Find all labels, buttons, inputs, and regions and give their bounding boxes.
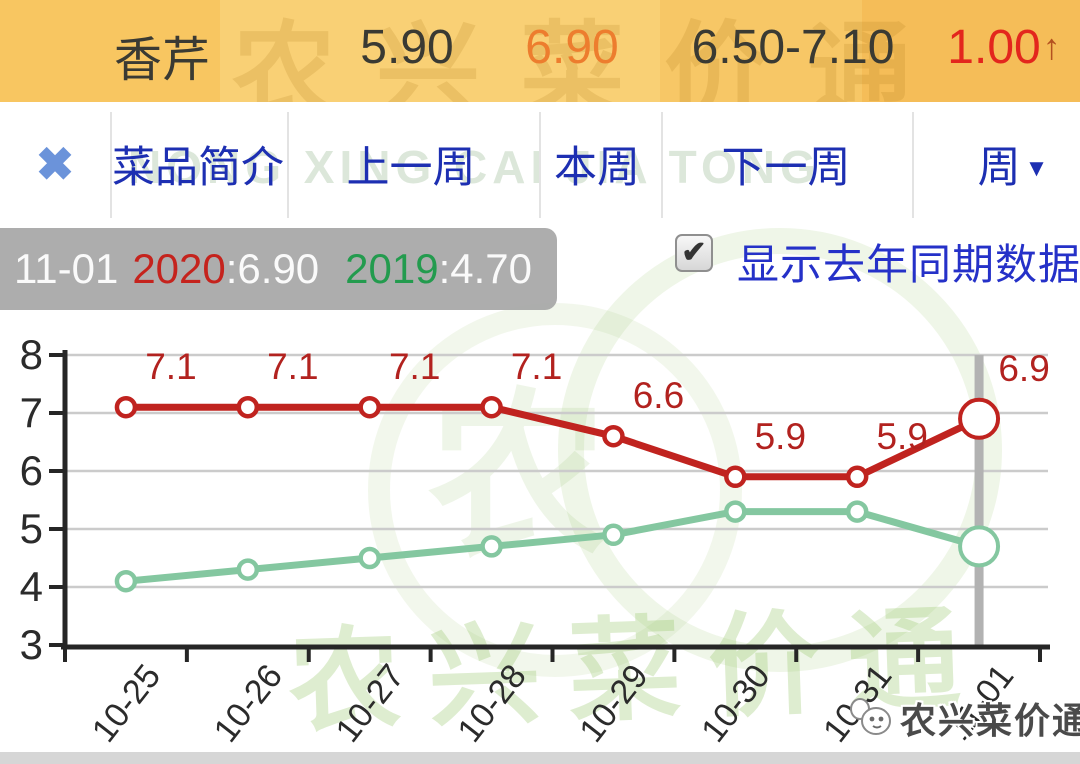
price-trend-chart[interactable]: 8 7 6 5 4 3 7.1 7.1 7.1 7.1 6.6 5.9 5.9 6.9 10-25 10-26…	[0, 318, 1080, 752]
tooltip-date: 11-01	[14, 245, 119, 292]
data-point-2019-11-01[interactable]	[958, 525, 1001, 568]
price-current: 6.90	[525, 21, 619, 74]
y-tick-label: 5	[20, 505, 43, 552]
data-point-2019-10-31[interactable]	[845, 500, 869, 523]
price-header-row[interactable]: 农兴菜价通 香芹 5.90 6.90 6.50-7.10 1.00↑	[0, 0, 1080, 102]
x-tick-label: 10-27	[329, 658, 412, 750]
data-point-2020-10-28[interactable]	[480, 395, 503, 419]
data-tooltip: 11-01 2020 : 6.90 2019 : 4.70	[0, 228, 557, 310]
bottom-divider	[0, 752, 1080, 764]
x-tick-label: 10-29	[572, 658, 655, 750]
period-dropdown-label: 周	[977, 143, 1021, 192]
data-label-2020: 5.9	[876, 416, 927, 457]
data-point-2020-10-27[interactable]	[358, 395, 381, 419]
tooltip-colon: :	[225, 245, 238, 292]
nav-separator	[661, 112, 663, 218]
tooltip-colon: :	[438, 245, 451, 292]
topbar-stripe	[862, 0, 1080, 102]
data-point-2019-10-25[interactable]	[114, 569, 138, 593]
price-change-value: 1.00	[947, 21, 1041, 74]
tooltip-value-2020: 6.90	[237, 245, 320, 292]
data-label-2020: 6.6	[633, 375, 684, 416]
series-line-2020	[122, 403, 983, 481]
data-point-2019-10-26[interactable]	[236, 558, 260, 581]
close-icon[interactable]: ✖	[35, 137, 75, 190]
tooltip-year-2020: 2020	[132, 245, 226, 292]
series-line-2019	[122, 508, 983, 585]
chart-canvas[interactable]: 8 7 6 5 4 3 7.1 7.1 7.1 7.1 6.6 5.9 5.9 6.9 10-25 10-26…	[0, 318, 1080, 752]
nav-separator	[110, 112, 112, 218]
nav-item-this-week[interactable]: 本周	[554, 143, 640, 192]
data-label-2020: 7.1	[145, 346, 196, 387]
data-point-2020-10-31[interactable]	[845, 465, 869, 489]
checkmark-icon: ✔	[681, 236, 707, 269]
y-tick-label: 8	[20, 331, 43, 378]
x-tick-label: 10-26	[207, 658, 290, 750]
y-tick-label: 3	[20, 621, 43, 668]
nav-row: ✖ 菜品简介 上一周 本周 下一周 周 ▼	[0, 102, 1080, 225]
data-point-2020-10-30[interactable]	[724, 465, 747, 489]
price-range: 6.50-7.10	[691, 21, 895, 74]
nav-separator	[287, 112, 289, 218]
data-label-2020: 5.9	[755, 416, 806, 457]
up-arrow-icon: ↑	[1042, 26, 1061, 67]
chevron-down-icon: ▼	[1024, 154, 1049, 182]
tooltip-year-2019: 2019	[345, 245, 439, 292]
nav-item-next-week[interactable]: 下一周	[721, 143, 851, 192]
topbar-stripe	[660, 0, 862, 102]
x-tick-label: 10-25	[85, 658, 168, 750]
vegetable-name: 香芹	[113, 34, 211, 87]
topbar-stripe	[0, 0, 220, 102]
data-point-2020-10-26[interactable]	[236, 395, 260, 419]
tooltip-value-2019: 4.70	[450, 245, 533, 292]
data-point-2019-10-27[interactable]	[358, 546, 381, 570]
price-low: 5.90	[360, 21, 454, 74]
data-label-2020: 6.9	[998, 348, 1049, 389]
y-tick-label: 4	[20, 563, 43, 610]
data-point-2020-10-25[interactable]	[114, 395, 138, 419]
x-tick-label: 10-28	[450, 658, 533, 750]
show-last-year-checkbox[interactable]: ✔	[675, 234, 713, 272]
price-change: 1.00↑	[947, 20, 1060, 75]
nav-separator	[539, 112, 541, 218]
footer-brand-text: 农兴菜价通	[900, 700, 1080, 741]
nav-separator	[912, 112, 914, 218]
nav-item-last-week[interactable]: 上一周	[346, 143, 476, 192]
data-label-2020: 7.1	[511, 346, 562, 387]
footer-brand: 农兴菜价通	[848, 692, 1080, 744]
app-logo-mascot-icon	[850, 698, 891, 735]
data-point-2019-10-30[interactable]	[724, 500, 747, 523]
x-tick-label: 10-30	[694, 658, 777, 750]
nav-item-intro[interactable]: 菜品简介	[112, 143, 284, 192]
data-label-2020: 7.1	[267, 346, 318, 387]
y-tick-label: 6	[20, 447, 43, 494]
data-label-2020: 7.1	[389, 346, 440, 387]
data-point-2020-11-01[interactable]	[958, 397, 1001, 440]
topbar-stripe	[220, 0, 660, 102]
period-dropdown[interactable]: 周 ▼	[978, 133, 1049, 195]
y-tick-label: 7	[20, 389, 43, 436]
data-point-2019-10-28[interactable]	[480, 535, 503, 558]
show-last-year-label[interactable]: 显示去年同期数据	[737, 241, 1080, 288]
data-point-2020-10-29[interactable]	[602, 424, 625, 448]
data-point-2019-10-29[interactable]	[602, 523, 625, 547]
